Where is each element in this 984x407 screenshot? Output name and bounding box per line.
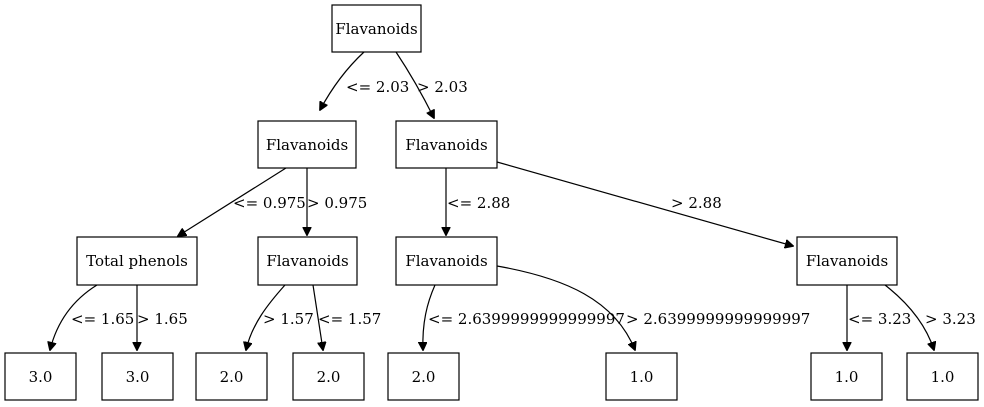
leaf-node: 2.0	[292, 352, 365, 401]
leaf-node: 2.0	[387, 352, 460, 401]
leaf-label: 1.0	[931, 368, 955, 386]
leaf-node: 3.0	[4, 352, 77, 401]
leaf-node: 1.0	[605, 352, 678, 401]
edge-labels: <= 2.03 > 2.03 <= 0.975 > 0.975 <= 2.88 …	[71, 78, 976, 328]
leaf-label: 1.0	[835, 368, 859, 386]
edge-label-left-right: > 0.975	[307, 194, 367, 212]
edge-rr-right	[884, 284, 934, 350]
edge-label-lr-right: <= 1.57	[318, 310, 381, 328]
edge-label-rr-left: <= 3.23	[848, 310, 911, 328]
edge-label-rl-right: > 2.6399999999999997	[626, 310, 810, 328]
edge-root-left	[320, 51, 365, 110]
leaf-node: 1.0	[906, 352, 979, 401]
edge-label-rr-right: > 3.23	[925, 310, 976, 328]
node-right-right: Flavanoids	[796, 236, 898, 286]
node-left-left-label: Total phenols	[86, 252, 188, 270]
edge-lr-left	[246, 284, 286, 350]
node-left-left: Total phenols	[76, 236, 198, 286]
node-right-left-label: Flavanoids	[405, 252, 487, 270]
leaf-label: 1.0	[630, 368, 654, 386]
node-right: Flavanoids	[395, 120, 498, 169]
node-right-right-label: Flavanoids	[806, 252, 888, 270]
edge-label-right-right: > 2.88	[671, 194, 722, 212]
leaf-node: 1.0	[810, 352, 883, 401]
leaf-label: 3.0	[29, 368, 53, 386]
edges	[50, 51, 934, 350]
edge-root-right	[395, 51, 434, 118]
edge-label-left-left: <= 0.975	[233, 194, 306, 212]
node-right-left: Flavanoids	[395, 236, 498, 286]
edge-lr-right	[312, 284, 323, 350]
node-root-label: Flavanoids	[335, 20, 417, 38]
node-left: Flavanoids	[257, 120, 357, 169]
leaf-node: 2.0	[195, 352, 268, 401]
edge-right-right	[496, 161, 793, 246]
edge-label-ll-left: <= 1.65	[71, 310, 134, 328]
leaf-label: 2.0	[317, 368, 341, 386]
edge-ll-left	[50, 284, 98, 350]
edge-rl-right	[496, 265, 635, 350]
edge-left-left	[178, 167, 287, 236]
leaf-label: 3.0	[126, 368, 150, 386]
leaf-label: 2.0	[220, 368, 244, 386]
node-left-right: Flavanoids	[257, 236, 358, 286]
node-left-label: Flavanoids	[266, 136, 348, 154]
edge-label-right-left: <= 2.88	[447, 194, 510, 212]
edge-label-ll-right: > 1.65	[137, 310, 188, 328]
edge-label-rl-left: <= 2.6399999999999997	[428, 310, 625, 328]
edge-label-lr-left: > 1.57	[263, 310, 314, 328]
edge-rl-left	[423, 284, 436, 350]
node-root: Flavanoids	[331, 4, 422, 53]
edge-label-root-right: > 2.03	[417, 78, 468, 96]
edge-label-root-left: <= 2.03	[346, 78, 409, 96]
node-right-label: Flavanoids	[405, 136, 487, 154]
node-left-right-label: Flavanoids	[266, 252, 348, 270]
leaf-label: 2.0	[412, 368, 436, 386]
nodes: Flavanoids Flavanoids Flavanoids Total p…	[4, 4, 979, 401]
leaf-node: 3.0	[101, 352, 174, 401]
